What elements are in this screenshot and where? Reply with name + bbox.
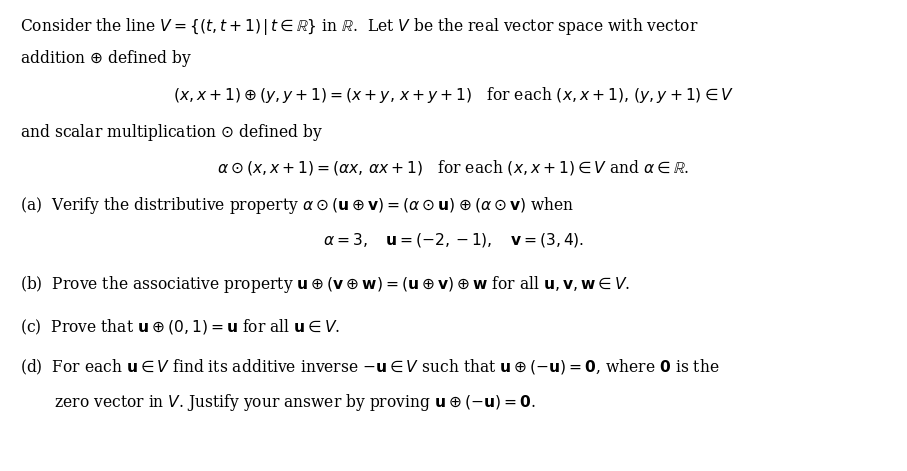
Text: (b)  Prove the associative property $\mathbf{u} \oplus (\mathbf{v} \oplus \mathb: (b) Prove the associative property $\mat… [20,274,630,295]
Text: (d)  For each $\mathbf{u} \in V$ find its additive inverse $-\mathbf{u} \in V$ s: (d) For each $\mathbf{u} \in V$ find its… [20,358,719,377]
Text: $\alpha \odot (x, x+1) = (\alpha x,\, \alpha x+1)$   for each $(x, x+1) \in V$ a: $\alpha \odot (x, x+1) = (\alpha x,\, \a… [218,158,689,177]
Text: zero vector in $V$. Justify your answer by proving $\mathbf{u} \oplus (-\mathbf{: zero vector in $V$. Justify your answer … [20,392,536,413]
Text: addition $\oplus$ defined by: addition $\oplus$ defined by [20,48,191,69]
Text: (c)  Prove that $\mathbf{u} \oplus (0, 1) = \mathbf{u}$ for all $\mathbf{u} \in : (c) Prove that $\mathbf{u} \oplus (0, 1)… [20,318,340,337]
Text: $(x, x+1) \oplus (y, y+1) = (x+y,\, x+y+1)$   for each $(x, x+1),\,(y, y+1) \in : $(x, x+1) \oplus (y, y+1) = (x+y,\, x+y+… [173,85,734,105]
Text: $\alpha = 3, \quad \mathbf{u} = (-2, -1), \quad \mathbf{v} = (3, 4).$: $\alpha = 3, \quad \mathbf{u} = (-2, -1)… [323,231,584,249]
Text: Consider the line $V = \{(t, t+1)\,|\,t \in \mathbb{R}\}$ in $\mathbb{R}$.  Let : Consider the line $V = \{(t, t+1)\,|\,t … [20,16,698,38]
Text: and scalar multiplication $\odot$ defined by: and scalar multiplication $\odot$ define… [20,122,323,143]
Text: (a)  Verify the distributive property $\alpha \odot (\mathbf{u} \oplus \mathbf{v: (a) Verify the distributive property $\a… [20,195,574,217]
